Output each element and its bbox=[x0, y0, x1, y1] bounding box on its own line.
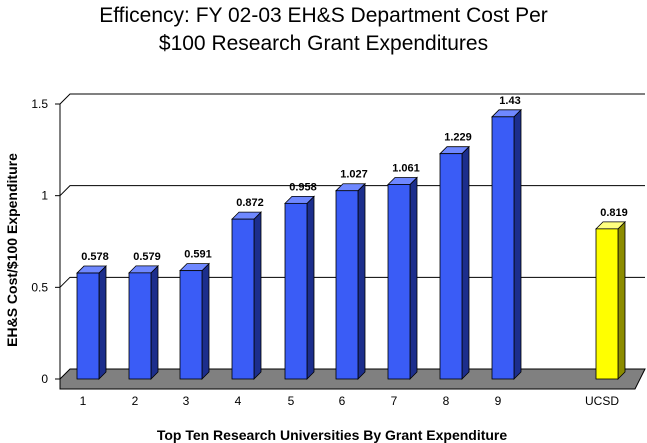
x-tick-label-5: 5 bbox=[288, 394, 295, 408]
bar-3: 0.591 bbox=[179, 249, 212, 380]
chart-title-line-2: $100 Research Grant Expenditures bbox=[158, 32, 489, 55]
bar-side-2 bbox=[150, 264, 159, 380]
bar-front-9 bbox=[491, 116, 515, 380]
x-tick-label-8: 8 bbox=[443, 394, 450, 408]
y-tick-label-0: 0 bbox=[41, 372, 48, 386]
x-tick-label-3: 3 bbox=[183, 394, 190, 408]
data-label-7: 1.061 bbox=[392, 162, 420, 174]
x-tick-label-6: 6 bbox=[339, 394, 346, 408]
data-label-2: 0.579 bbox=[133, 251, 161, 263]
bar-7: 1.061 bbox=[387, 162, 420, 380]
bar-front-3 bbox=[179, 270, 203, 380]
bar-front-UCSD bbox=[595, 228, 619, 380]
bar-front-7 bbox=[387, 184, 411, 380]
bar-side-9 bbox=[513, 108, 522, 380]
x-tick-label-2: 2 bbox=[132, 394, 139, 408]
bar-side-5 bbox=[306, 195, 315, 380]
bar-side-8 bbox=[461, 145, 470, 380]
data-label-UCSD: 0.819 bbox=[600, 207, 628, 219]
data-label-3: 0.591 bbox=[184, 249, 212, 261]
bar-front-4 bbox=[231, 218, 255, 380]
y-tick-labels: 0 0.5 1 1.5 bbox=[31, 97, 60, 386]
bar-front-1 bbox=[76, 272, 100, 380]
y-tick-label-3: 1.5 bbox=[31, 97, 48, 111]
x-tick-label-4: 4 bbox=[235, 394, 242, 408]
bar-9: 1.43 bbox=[491, 95, 522, 380]
data-label-4: 0.872 bbox=[236, 197, 264, 209]
y-tick-label-1: 0.5 bbox=[31, 280, 48, 294]
bar-6: 1.027 bbox=[335, 169, 368, 380]
bar-8: 1.229 bbox=[439, 132, 472, 380]
bars: 0.578 0.579 0.591 0.872 0.958 1.027 1.061 1.229… bbox=[76, 95, 628, 380]
bar-2: 0.579 bbox=[128, 251, 161, 380]
chart-title-line-1: Efficency: FY 02-03 EH&S Department Cost… bbox=[99, 4, 548, 27]
bar-side-7 bbox=[409, 176, 418, 380]
x-tick-labels: 1 2 3 4 5 6 7 8 9 UCSD bbox=[80, 394, 620, 408]
bar-front-8 bbox=[439, 153, 463, 380]
data-label-6: 1.027 bbox=[340, 169, 368, 181]
gridline-3 bbox=[59, 93, 645, 105]
x-tick-label-1: 1 bbox=[80, 394, 87, 408]
data-label-5: 0.958 bbox=[289, 181, 317, 193]
bar-side-1 bbox=[98, 265, 107, 380]
x-tick-label-9: 9 bbox=[495, 394, 502, 408]
bar-front-2 bbox=[128, 272, 152, 380]
y-axis-title: EH&S Cost/$100 Expenditure bbox=[4, 153, 20, 347]
data-label-1: 0.578 bbox=[81, 251, 109, 263]
bar-UCSD: 0.819 bbox=[595, 207, 628, 380]
bar-side-UCSD bbox=[617, 220, 626, 380]
bar-front-5 bbox=[284, 202, 308, 380]
chart-title: Efficency: FY 02-03 EH&S Department Cost… bbox=[0, 2, 647, 58]
y-tick-label-2: 1 bbox=[41, 189, 48, 203]
bar-5: 0.958 bbox=[284, 181, 317, 380]
data-label-9: 1.43 bbox=[499, 95, 520, 107]
bar-front-6 bbox=[335, 190, 359, 380]
data-label-8: 1.229 bbox=[444, 132, 472, 144]
x-axis-title: Top Ten Research Universities By Grant E… bbox=[157, 427, 508, 443]
x-tick-label-UCSD: UCSD bbox=[585, 394, 619, 408]
x-tick-label-7: 7 bbox=[391, 394, 398, 408]
bar-side-6 bbox=[357, 182, 366, 380]
bar-1: 0.578 bbox=[76, 251, 109, 380]
bar-side-4 bbox=[253, 211, 262, 380]
bar-side-3 bbox=[201, 262, 210, 380]
bar-4: 0.872 bbox=[231, 197, 264, 380]
